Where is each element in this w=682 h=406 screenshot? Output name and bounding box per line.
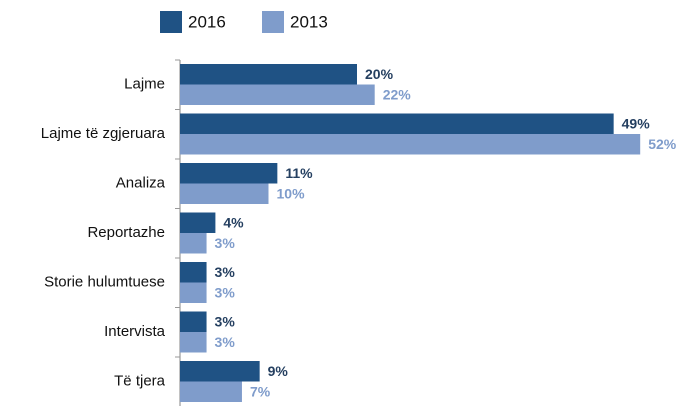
bar <box>180 134 641 155</box>
bar <box>180 64 357 85</box>
data-label: 49% <box>622 115 651 131</box>
bar <box>180 361 260 382</box>
category-label: Reportazhe <box>87 224 165 241</box>
bar <box>180 282 207 303</box>
bar <box>180 212 216 233</box>
bar <box>180 332 207 353</box>
category-label: Lajme <box>124 75 165 92</box>
data-label: 52% <box>648 136 677 152</box>
category-label: Të tjera <box>114 372 166 389</box>
bar <box>180 233 207 254</box>
data-label: 11% <box>285 165 313 181</box>
category-label: Analiza <box>116 174 166 191</box>
data-label: 3% <box>215 284 236 300</box>
bar <box>180 262 207 283</box>
data-label: 20% <box>365 66 394 82</box>
bar <box>180 84 375 105</box>
legend-swatch <box>160 11 182 33</box>
data-label: 3% <box>215 313 236 329</box>
legend-label: 2013 <box>290 12 328 31</box>
legend-swatch <box>262 11 284 33</box>
legend-label: 2016 <box>188 12 226 31</box>
data-label: 3% <box>215 334 236 350</box>
category-label: Lajme të zgjeruara <box>41 125 166 142</box>
bar <box>180 183 269 204</box>
data-label: 10% <box>277 185 306 201</box>
bar <box>180 113 614 134</box>
data-label: 3% <box>215 264 236 280</box>
category-label: Intervista <box>104 323 166 340</box>
data-label: 7% <box>250 383 271 399</box>
data-label: 9% <box>268 363 289 379</box>
bar <box>180 311 207 332</box>
data-label: 4% <box>223 214 244 230</box>
bar <box>180 163 278 184</box>
category-label: Storie hulumtuese <box>44 273 165 290</box>
data-label: 3% <box>215 235 236 251</box>
bar <box>180 381 242 402</box>
data-label: 22% <box>383 86 412 102</box>
